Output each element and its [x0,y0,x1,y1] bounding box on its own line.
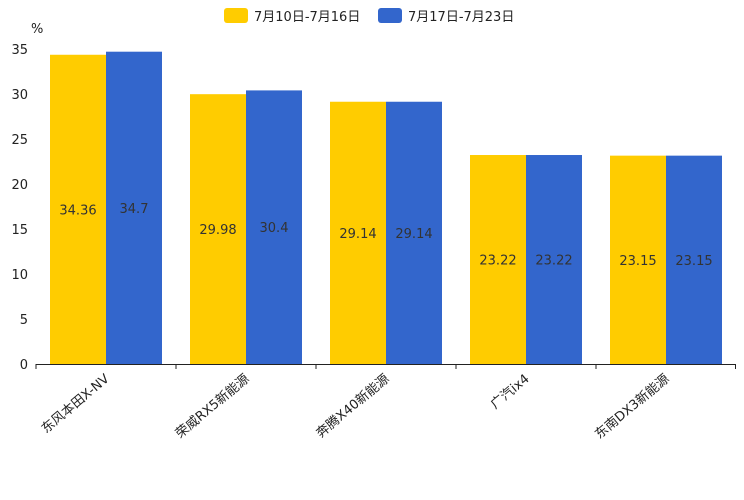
x-axis: 东风本田X-NV 荣威RX5新能源 奔腾X40新能源 广汽ix4 东南DX3新能源 [35,364,736,443]
bar-2-2[interactable] [246,90,302,365]
y-tick-label: 5 [20,313,28,328]
y-axis-unit-label: % [31,22,43,37]
category-label: 荣威RX5新能源 [172,371,252,442]
bar-1-2[interactable] [190,94,246,365]
y-tick-label: 35 [11,43,28,58]
category-label: 东风本田X-NV [39,372,113,437]
data-label: 23.15 [619,254,656,269]
data-label: 29.14 [339,227,376,242]
data-labels: 34.36 34.7 29.98 30.4 29.14 29.14 23.22 23.22 23… [59,202,712,269]
bar-1-3[interactable] [330,101,386,365]
data-label: 29.14 [395,227,432,242]
data-label: 34.36 [59,203,96,218]
legend-label[interactable]: 7月17日-7月23日 [408,10,514,25]
bar-1-1[interactable] [50,54,106,364]
data-label: 34.7 [120,202,149,217]
bars [50,51,722,365]
y-tick-label: 0 [20,358,28,373]
category-label: 东南DX3新能源 [592,371,673,443]
bar-1-4[interactable] [470,155,526,364]
data-label: 29.98 [199,223,236,238]
y-tick-label: 15 [11,223,28,238]
category-label: 奔腾X40新能源 [313,371,393,441]
y-tick-label: 10 [11,268,28,283]
data-label: 23.15 [675,254,712,269]
bar-2-3[interactable] [386,101,442,365]
data-label: 30.4 [260,221,289,236]
y-tick-label: 20 [11,178,28,193]
category-label: 广汽ix4 [488,372,533,413]
bar-2-5[interactable] [666,155,722,364]
legend-swatch[interactable] [224,8,248,23]
bar-2-4[interactable] [526,155,582,364]
legend-swatch[interactable] [378,8,402,23]
bar-1-5[interactable] [610,155,666,364]
data-label: 23.22 [535,254,572,269]
y-tick-label: 25 [11,133,28,148]
legend-label[interactable]: 7月10日-7月16日 [254,10,360,25]
bar-2-1[interactable] [106,51,162,364]
y-tick-label: 30 [11,88,28,103]
data-label: 23.22 [479,254,516,269]
y-axis: 0 5 10 15 20 25 30 35 [11,43,28,373]
legend: 7月10日-7月16日 7月17日-7月23日 [224,8,514,25]
